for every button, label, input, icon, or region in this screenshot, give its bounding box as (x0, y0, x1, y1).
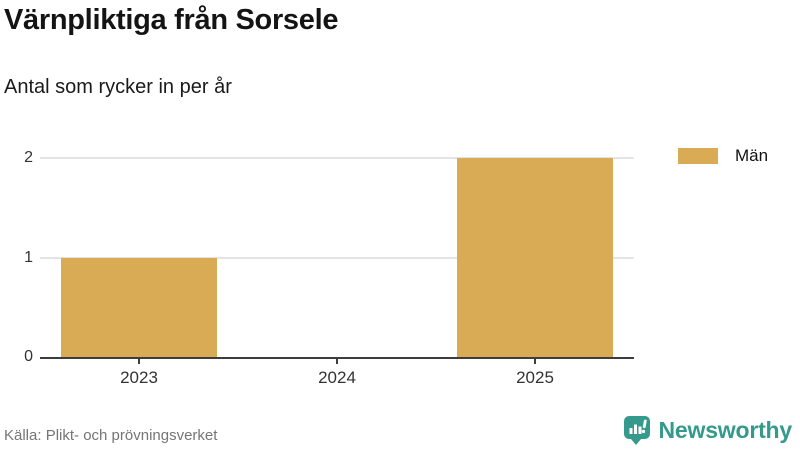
chart-title: Värnpliktiga från Sorsele (4, 4, 339, 36)
x-tick-label-2024: 2024 (318, 368, 356, 387)
bars (40, 158, 634, 357)
bar-slot-2024 (238, 158, 436, 357)
x-tick-mark-2024 (336, 359, 338, 364)
newsworthy-wordmark: Newsworthy (658, 416, 793, 443)
gridline-2 (40, 157, 634, 159)
y-tick-label-1: 1 (24, 248, 33, 266)
x-axis-labels: 2023 2024 2025 (40, 359, 634, 388)
legend-swatch-man (678, 148, 718, 164)
x-axis-cell-2023: 2023 (40, 359, 238, 388)
x-tick-label-2023: 2023 (120, 368, 158, 387)
plot-area (40, 157, 634, 359)
newsworthy-chart-bubble-icon (621, 414, 652, 446)
source-note: Källa: Plikt- och prövningsverket (4, 427, 218, 444)
bar-2025 (456, 158, 614, 357)
x-tick-mark-2023 (138, 359, 140, 364)
y-tick-label-0: 0 (24, 348, 33, 365)
bar-slot-2025 (436, 158, 634, 357)
legend-label-man: Män (735, 146, 769, 165)
x-axis-cell-2025: 2025 (436, 359, 634, 388)
gridline-1 (40, 256, 634, 259)
x-axis-line (40, 357, 634, 359)
bar-2023 (60, 257, 218, 357)
bar-slot-2023 (40, 158, 238, 357)
y-axis-labels: 0 1 2 (0, 150, 33, 365)
x-tick-label-2025: 2025 (516, 368, 554, 387)
x-axis-cell-2024: 2024 (238, 359, 436, 388)
y-tick-label-2: 2 (24, 149, 33, 166)
newsworthy-logo: Newsworthy (621, 414, 792, 446)
legend: Män (678, 146, 768, 166)
x-tick-mark-2025 (534, 359, 536, 364)
chart-subtitle: Antal som rycker in per år (4, 76, 232, 98)
